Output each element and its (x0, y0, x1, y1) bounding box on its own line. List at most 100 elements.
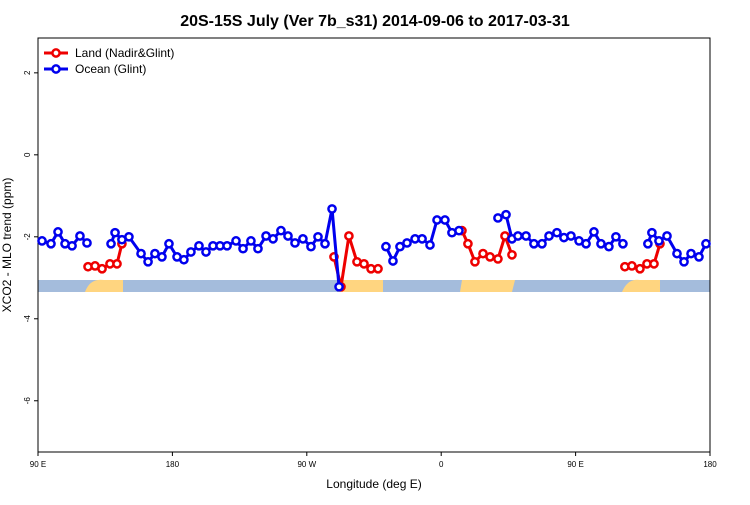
data-point (513, 231, 523, 241)
data-point (529, 238, 539, 249)
data-point (694, 252, 704, 262)
data-point (395, 241, 405, 252)
data-point (425, 240, 435, 250)
data-point (136, 248, 146, 259)
data-point (313, 231, 323, 242)
legend-marker (51, 48, 61, 58)
data-point (566, 231, 576, 241)
data-point (686, 248, 696, 259)
data-point (485, 252, 495, 262)
data-point (373, 263, 383, 274)
data-point (67, 240, 77, 251)
data-point (253, 243, 263, 254)
data-point (679, 256, 689, 267)
data-point (647, 227, 657, 238)
data-point (75, 231, 85, 241)
data-point (201, 247, 211, 257)
legend-marker (51, 64, 61, 74)
x-tick-label: 90 W (297, 460, 316, 469)
data-point (388, 256, 398, 266)
x-tick-label: 0 (439, 460, 444, 469)
land-band (622, 279, 660, 292)
data-point (402, 238, 412, 248)
data-point (298, 234, 308, 244)
data-point (643, 238, 653, 249)
data-point (662, 231, 672, 241)
data-point (440, 215, 450, 225)
data-point (186, 247, 196, 257)
data-point (290, 238, 300, 248)
data-point (521, 231, 531, 241)
data-point (501, 209, 511, 220)
surface-mask (38, 279, 710, 292)
data-point (552, 227, 562, 238)
data-point (493, 213, 503, 223)
data-point (618, 238, 628, 249)
data-point (654, 236, 664, 246)
data-point (246, 236, 256, 246)
data-point (507, 249, 517, 260)
x-tick-label: 180 (166, 460, 180, 469)
data-point (143, 256, 153, 267)
y-tick-label: -2 (23, 233, 32, 241)
data-point (454, 225, 464, 236)
data-point (46, 238, 56, 249)
data-point (432, 215, 442, 225)
data-point (327, 204, 337, 214)
y-tick-label: 0 (23, 152, 32, 157)
data-point (596, 238, 606, 249)
data-point (672, 248, 682, 259)
data-point (222, 240, 232, 251)
data-point (124, 231, 134, 242)
legend: Land (Nadir&Glint) Ocean (Glint) (44, 46, 174, 76)
data-point (283, 231, 293, 241)
data-point (493, 254, 503, 264)
land-band (85, 279, 123, 292)
x-tick-label: 180 (703, 460, 717, 469)
data-point (649, 259, 659, 269)
data-point (112, 259, 122, 269)
data-point (701, 238, 711, 249)
land-band (338, 280, 383, 292)
data-point (544, 231, 554, 241)
legend-label: Ocean (Glint) (75, 62, 146, 76)
data-point (635, 263, 645, 274)
data-point (106, 238, 116, 249)
data-point (164, 238, 174, 249)
y-tick-label: -4 (23, 315, 32, 323)
legend-label: Land (Nadir&Glint) (75, 46, 174, 60)
y-axis-label: XCO2 - MLO trend (ppm) (0, 178, 14, 313)
data-point (37, 236, 47, 246)
x-tick-label: 90 E (30, 460, 46, 469)
data-point (581, 238, 591, 249)
data-point (268, 234, 278, 244)
data-point (320, 238, 330, 249)
data-point (359, 259, 369, 269)
data-point (381, 241, 391, 252)
data-point (231, 236, 241, 246)
data-point (179, 254, 189, 265)
data-point (604, 241, 614, 252)
data-point (627, 261, 637, 271)
y-tick-label: 2 (23, 70, 32, 75)
x-axis-label: Longitude (deg E) (326, 477, 421, 491)
data-point (470, 256, 480, 267)
data-point (157, 252, 167, 262)
data-point (344, 231, 354, 241)
data-point (276, 225, 286, 236)
data-point (537, 238, 547, 249)
data-point (194, 240, 204, 251)
data-point (238, 243, 248, 254)
data-point (53, 227, 63, 237)
data-point (417, 234, 427, 244)
data-point (611, 231, 621, 242)
data-point (97, 263, 107, 274)
data-point (110, 227, 120, 238)
x-tick-label: 90 E (567, 460, 583, 469)
land-band (460, 280, 515, 292)
chart-title: 20S-15S July (Ver 7b_s31) 2014-09-06 to … (180, 13, 570, 30)
y-tick-label: -6 (23, 397, 32, 405)
data-point (463, 238, 473, 249)
